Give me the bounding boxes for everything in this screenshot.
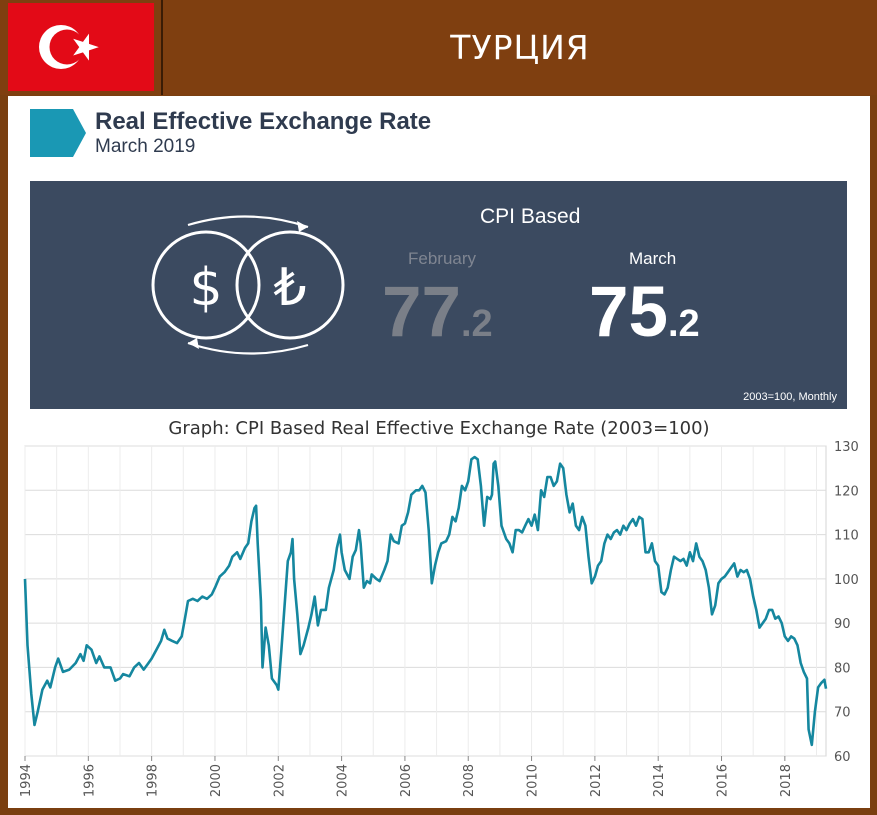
x-tick-label: 1994 (19, 764, 34, 797)
y-tick-label: 80 (834, 661, 851, 676)
x-tick-label: 2002 (272, 764, 287, 797)
header-bar: ТУРЦИЯ (0, 0, 877, 95)
chart-title: Graph: CPI Based Real Effective Exchange… (168, 418, 710, 439)
x-tick-label: 1998 (146, 764, 161, 797)
y-tick-label: 120 (834, 484, 859, 499)
x-tick-label: 2010 (526, 764, 541, 797)
infographic-panel: Real Effective Exchange Rate March 2019 … (8, 96, 870, 410)
previous-month-label: February (408, 249, 477, 268)
chevron-marker-icon (30, 109, 86, 157)
x-tick-label: 2000 (209, 764, 224, 797)
reer-line-chart: 60 70 80 90 100 110 120 130 1994 1996 1998 2000 2002… (19, 440, 859, 797)
reer-chart: Graph: CPI Based Real Effective Exchange… (8, 410, 870, 808)
x-tick-label: 2018 (779, 764, 794, 797)
previous-value-integer: 77 (382, 273, 461, 352)
x-tick-label: 2004 (336, 764, 351, 797)
series-line (23, 455, 828, 747)
y-tick-label: 130 (834, 440, 859, 455)
y-tick-label: 70 (834, 706, 851, 721)
current-month-label: March (629, 249, 677, 268)
base-note: 2003=100, Monthly (743, 391, 837, 403)
infographic-date: March 2019 (95, 136, 196, 157)
current-value-integer: 75 (589, 273, 668, 352)
y-tick-label: 90 (834, 617, 851, 632)
previous-month-value: 77.2 (382, 277, 493, 348)
x-tick-label: 2006 (399, 764, 414, 797)
svg-text:₺: ₺ (273, 258, 306, 318)
turkey-flag-icon (8, 3, 154, 91)
y-tick-label: 100 (834, 573, 859, 588)
currency-exchange-icon: $ ₺ (151, 215, 345, 355)
x-tick-label: 1996 (82, 764, 97, 797)
current-value-decimal: .2 (667, 303, 700, 345)
cpi-summary-box: $ ₺ CPI Based February March 77.2 75.2 2… (30, 181, 847, 409)
infographic-title: Real Effective Exchange Rate (95, 108, 432, 135)
x-tick-label: 2008 (462, 764, 477, 797)
y-tick-label: 110 (834, 529, 859, 544)
previous-value-decimal: .2 (460, 303, 493, 345)
page-title: ТУРЦИЯ (450, 28, 590, 67)
x-tick-label: 2014 (652, 764, 667, 797)
header-divider (161, 0, 163, 95)
svg-text:$: $ (189, 258, 222, 318)
x-tick-label: 2012 (589, 764, 604, 797)
x-tick-label: 2016 (716, 764, 731, 797)
current-month-value: 75.2 (589, 277, 700, 348)
y-tick-label: 60 (834, 750, 851, 765)
cpi-title: CPI Based (480, 205, 581, 228)
